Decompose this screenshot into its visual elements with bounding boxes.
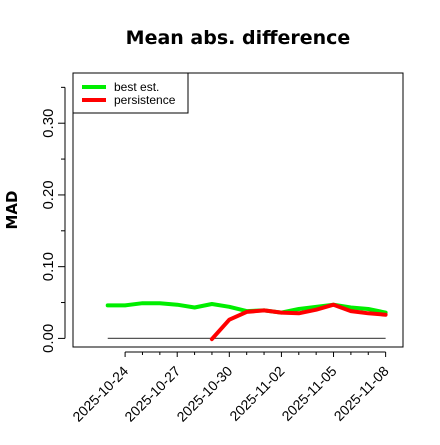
x-tick-label-2: 2025-10-30 — [173, 363, 235, 425]
legend-label-1: persistence — [114, 93, 176, 107]
x-tick-label-4: 2025-11-05 — [278, 363, 339, 424]
x-tick-label-3: 2025-11-02 — [226, 363, 287, 424]
x-axis: 2025-10-242025-10-272025-10-302025-11-02… — [69, 352, 392, 425]
x-tick-label-5: 2025-11-08 — [331, 363, 392, 424]
series-layer — [108, 303, 386, 339]
y-tick-label-0: 0.00 — [40, 324, 57, 353]
legend: best est.persistence — [73, 73, 188, 113]
y-tick-label-1: 0.10 — [40, 252, 57, 281]
legend-label-0: best est. — [114, 80, 159, 94]
y-axis: 0.00 0.10 0.20 0.30 — [40, 87, 65, 353]
chart-title: Mean abs. difference — [126, 27, 351, 49]
y-tick-label-3: 0.30 — [40, 109, 57, 138]
y-tick-label-2: 0.20 — [40, 180, 57, 209]
y-axis-label: MAD — [3, 191, 21, 230]
